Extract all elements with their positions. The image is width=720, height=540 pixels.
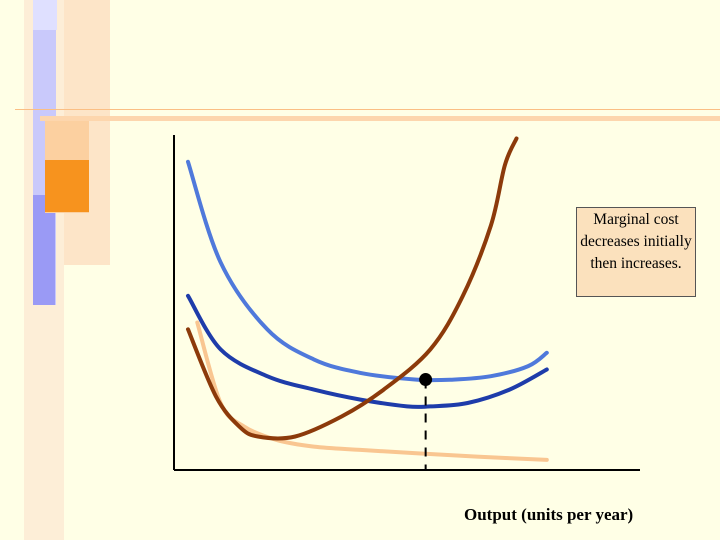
series-curve-1 bbox=[186, 159, 549, 383]
x-axis-label: Output (units per year) bbox=[464, 505, 634, 524]
series-curve-3 bbox=[186, 136, 519, 441]
decor-bar-blue-strong bbox=[33, 195, 55, 305]
decor-bar-blue-light bbox=[33, 0, 57, 30]
series-curve-4 bbox=[195, 320, 549, 462]
marginal-cost-callout: Marginal cost decreases initially then i… bbox=[576, 207, 696, 297]
intersection-point bbox=[419, 373, 433, 387]
decor-line-band bbox=[40, 116, 720, 121]
decor-bar-orange bbox=[45, 160, 89, 212]
decor-line-top bbox=[15, 109, 720, 110]
series-curve-2 bbox=[186, 293, 549, 410]
